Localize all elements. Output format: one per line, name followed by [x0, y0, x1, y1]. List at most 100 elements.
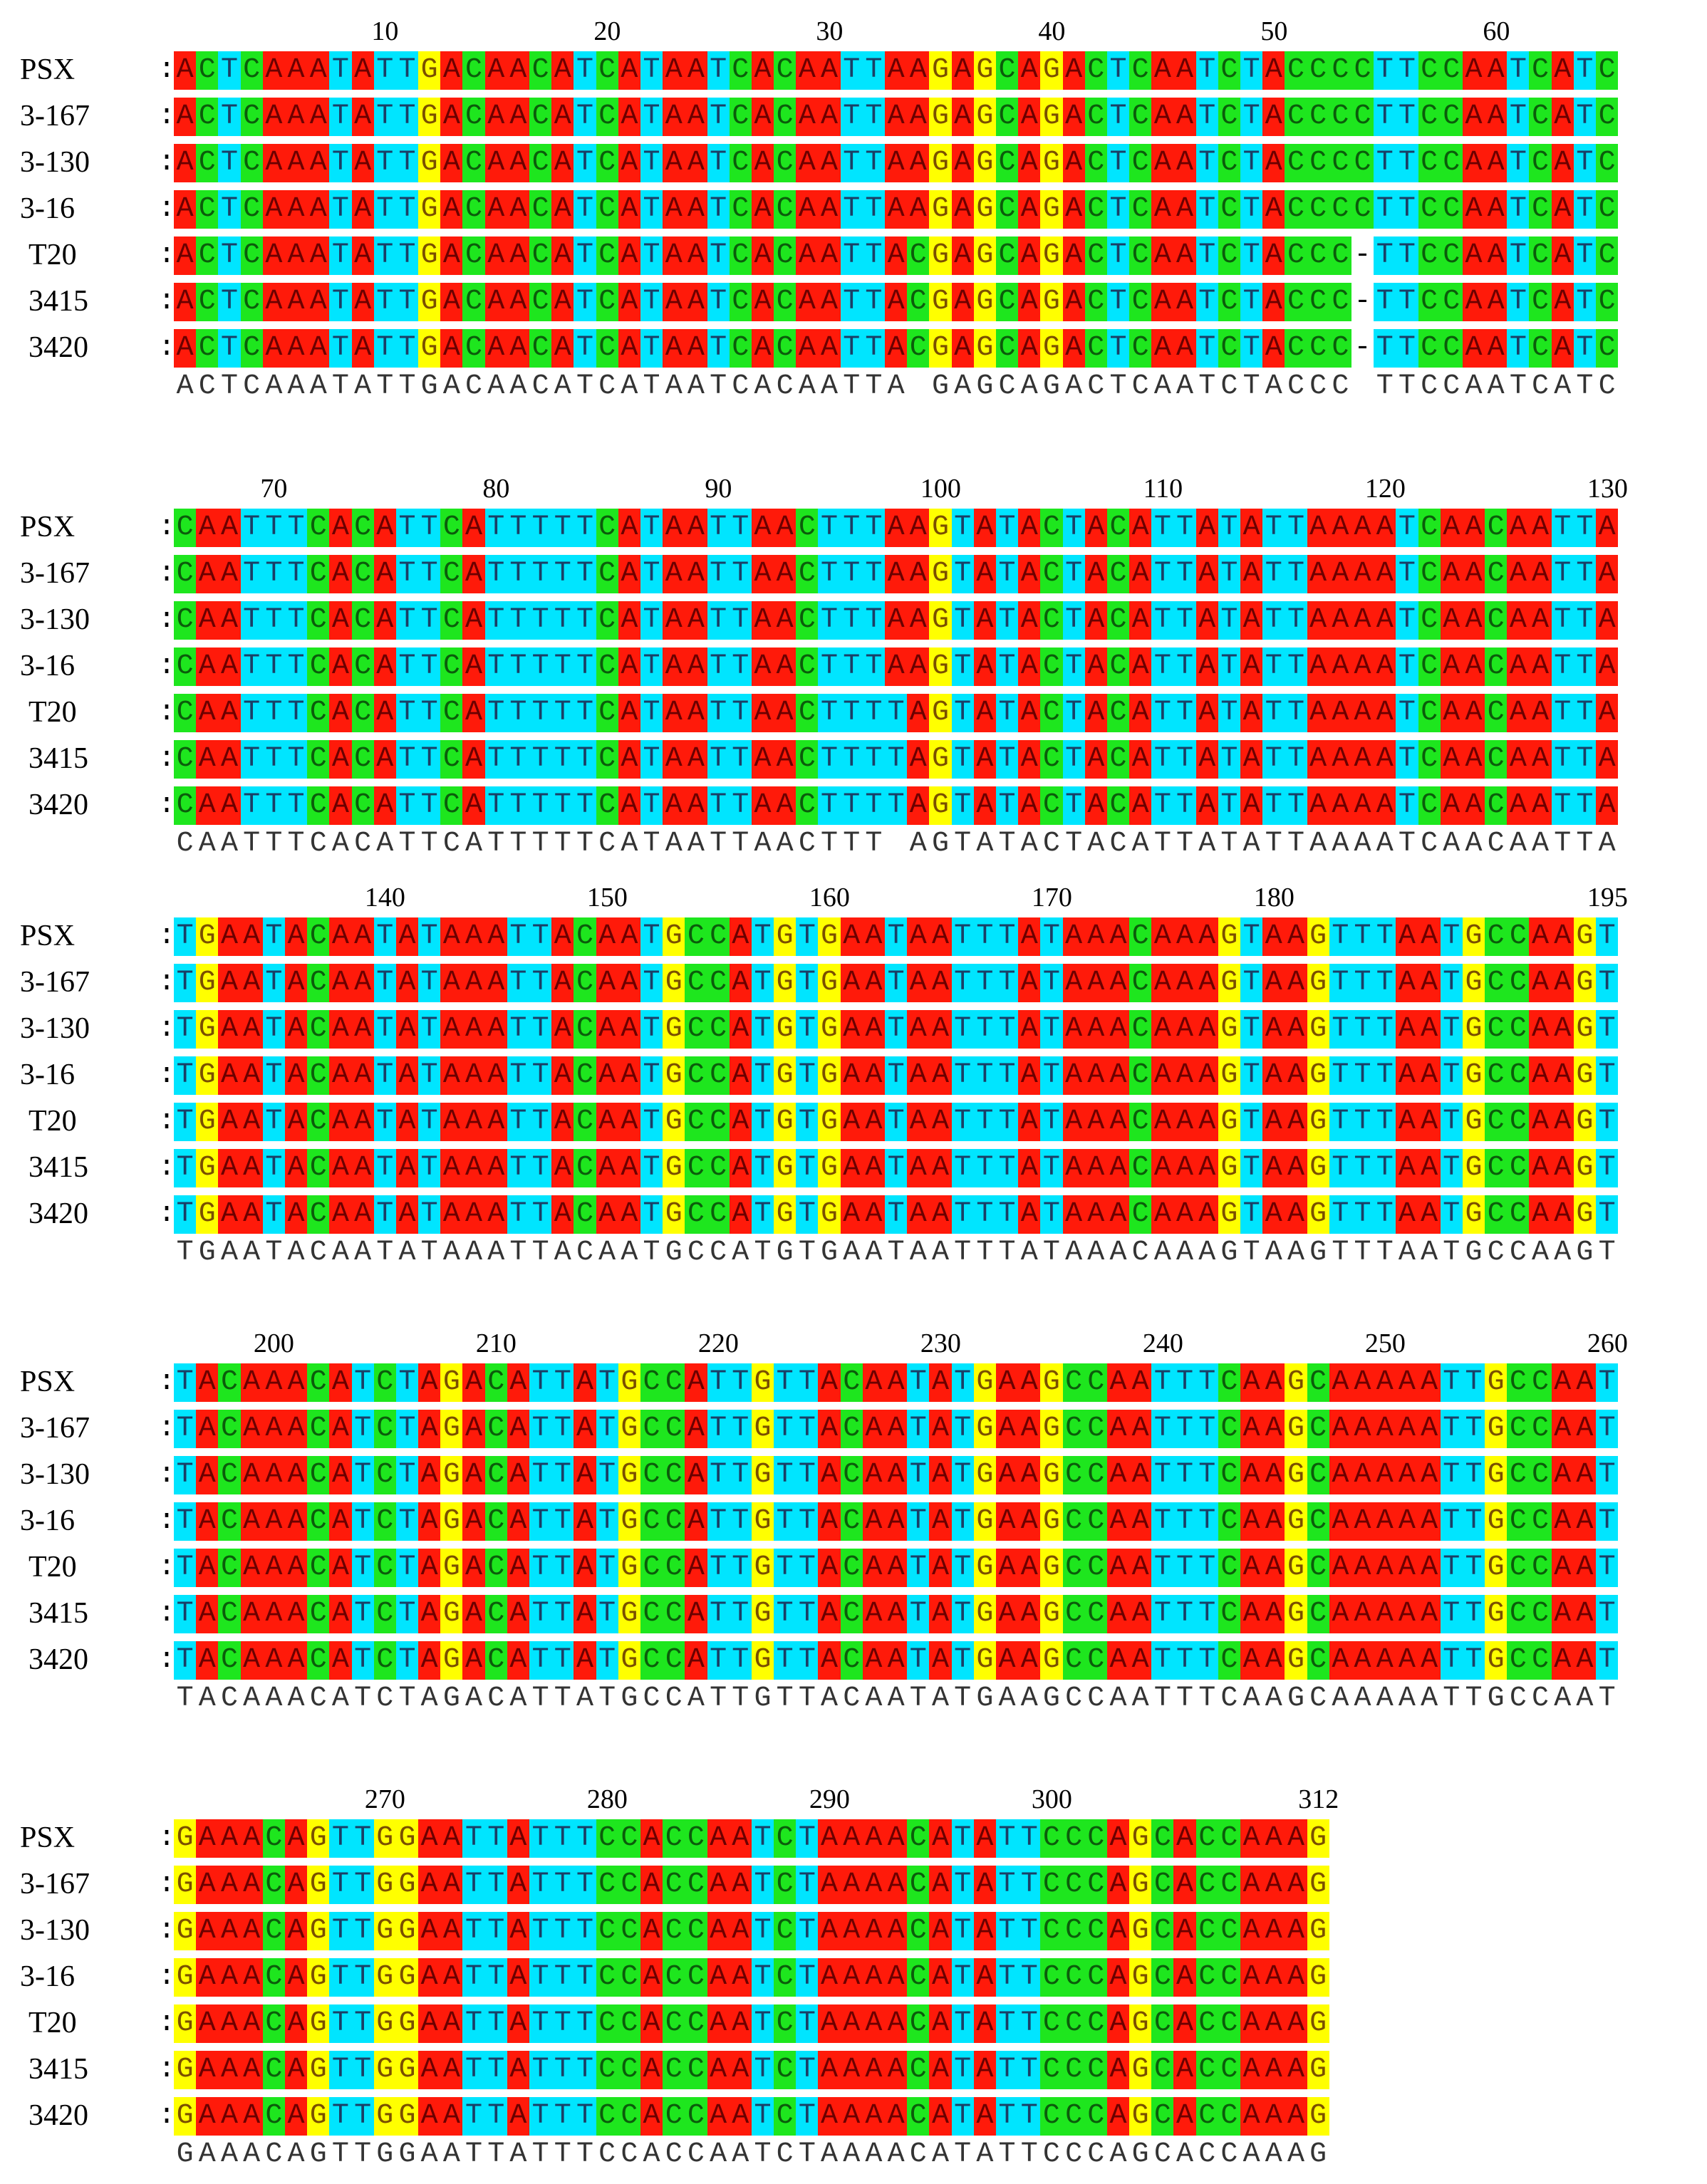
- consensus-base: T: [998, 1237, 1016, 1269]
- base-cell: A: [284, 1103, 308, 1141]
- base-cell: T: [1106, 144, 1130, 182]
- base-cell: T: [1374, 1149, 1396, 1187]
- base-cell: C: [1418, 329, 1441, 368]
- base-cell: T: [751, 917, 774, 956]
- base-cell: T: [907, 1502, 930, 1541]
- base-cell: C: [307, 601, 330, 640]
- base-cell: T: [1062, 555, 1085, 593]
- base-cell: G: [1040, 329, 1063, 368]
- base-cell: T: [774, 1363, 797, 1402]
- base-cell: A: [663, 555, 685, 593]
- base-cell: A: [1151, 283, 1174, 321]
- base-cell: T: [640, 964, 663, 1002]
- base-cell: C: [1084, 2097, 1107, 2136]
- base-cell: C: [774, 190, 797, 229]
- base-cell: T: [1106, 236, 1130, 275]
- consensus-base: A: [198, 2138, 216, 2170]
- base-cell: A: [1240, 2097, 1263, 2136]
- base-cell: T: [395, 1456, 419, 1494]
- base-cell: A: [862, 1103, 885, 1141]
- base-cell: A: [484, 1103, 507, 1141]
- base-cell: A: [818, 1549, 841, 1587]
- base-cell: T: [995, 648, 1019, 686]
- consensus-base: A: [931, 1683, 949, 1715]
- base-cell: C: [1507, 1363, 1530, 1402]
- base-cell: T: [507, 601, 529, 640]
- base-cell: A: [284, 917, 308, 956]
- base-cell: T: [551, 1958, 574, 1997]
- base-cell: T: [995, 694, 1019, 732]
- base-cell: A: [929, 1549, 952, 1587]
- base-cell: C: [1307, 98, 1329, 136]
- base-cell: A: [418, 1549, 441, 1587]
- base-cell: T: [995, 964, 1019, 1002]
- base-cell: A: [462, 1502, 485, 1541]
- base-cell: C: [1062, 2051, 1085, 2089]
- base-cell: A: [862, 1456, 885, 1494]
- base-cell: G: [973, 1410, 996, 1448]
- base-cell: A: [484, 51, 507, 90]
- base-cell: T: [995, 1056, 1019, 1095]
- base-cell: A: [818, 190, 841, 229]
- base-cell: A: [1374, 740, 1396, 779]
- consensus-base: C: [909, 2138, 927, 2170]
- base-cell: A: [1106, 1056, 1130, 1095]
- base-cell: A: [418, 1958, 441, 1997]
- base-cell: A: [507, 98, 529, 136]
- base-cell: A: [1195, 1195, 1218, 1234]
- base-cell: A: [1440, 509, 1463, 547]
- base-cell: T: [596, 1363, 618, 1402]
- base-cell: A: [818, 98, 841, 136]
- base-cell: G: [307, 1958, 330, 1997]
- base-cell: T: [284, 601, 308, 640]
- base-cell: C: [240, 98, 263, 136]
- base-cell: A: [440, 1866, 463, 1904]
- base-cell: A: [351, 917, 374, 956]
- base-cell: T: [1262, 694, 1285, 732]
- base-cell: T: [1374, 190, 1396, 229]
- base-cell: T: [551, 740, 574, 779]
- consensus-base: A: [1153, 370, 1171, 402]
- base-cell: A: [373, 555, 396, 593]
- base-cell: G: [774, 1195, 797, 1234]
- base-cell: A: [1018, 1595, 1041, 1633]
- base-cell: A: [818, 1958, 841, 1997]
- base-cell: C: [1507, 1056, 1530, 1095]
- base-cell: T: [640, 740, 663, 779]
- consensus-base: [907, 370, 929, 404]
- base-cell: A: [1418, 1103, 1441, 1141]
- base-cell: T: [329, 2051, 352, 2089]
- consensus-base: A: [265, 370, 283, 402]
- base-cell: G: [1040, 1410, 1063, 1448]
- consensus-base: G: [309, 2138, 327, 2170]
- base-cell: A: [1285, 1866, 1307, 1904]
- base-cell: A: [929, 1641, 952, 1680]
- base-cell: T: [1351, 1195, 1374, 1234]
- base-cell: A: [1151, 964, 1174, 1002]
- consensus-base: T: [531, 828, 549, 860]
- base-cell: T: [729, 1456, 752, 1494]
- base-cell: T: [1507, 190, 1530, 229]
- base-cell: A: [995, 1595, 1019, 1633]
- base-cell: T: [1551, 694, 1574, 732]
- consensus-base: A: [220, 2138, 238, 2170]
- base-cell: A: [729, 1103, 752, 1141]
- base-cell: T: [1240, 144, 1263, 182]
- base-cell: T: [1285, 786, 1307, 825]
- base-cell: A: [196, 1866, 219, 1904]
- base-cell: A: [729, 964, 752, 1002]
- base-cell: C: [1307, 1410, 1329, 1448]
- base-cell: T: [1151, 555, 1174, 593]
- base-cell: G: [440, 1363, 463, 1402]
- base-cell: A: [462, 555, 485, 593]
- consensus-base: T: [1265, 828, 1282, 860]
- row-separator: :: [158, 1505, 176, 1537]
- consensus-base: A: [1020, 370, 1038, 402]
- consensus-base: C: [998, 370, 1016, 402]
- base-cell: C: [1129, 1010, 1152, 1049]
- base-cell: A: [1262, 144, 1285, 182]
- base-cell: A: [929, 1056, 952, 1095]
- base-cell: C: [685, 1866, 707, 1904]
- base-cell: C: [1285, 51, 1307, 90]
- base-cell: A: [685, 190, 707, 229]
